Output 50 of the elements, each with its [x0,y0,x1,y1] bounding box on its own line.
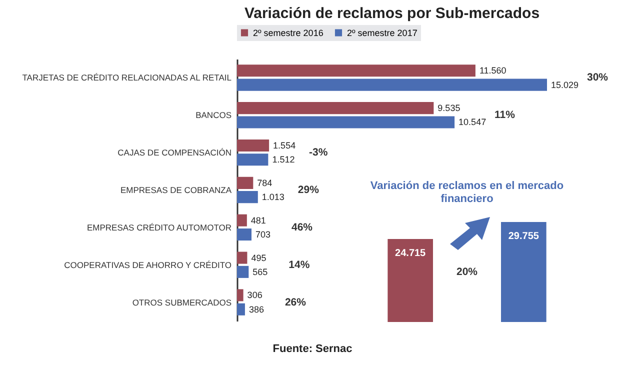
bar [237,252,248,264]
y-tick-label: COOPERATIVAS DE AHORRO Y CRÉDITO [64,260,232,270]
bar [237,214,247,226]
data-label: 481 [250,215,266,226]
legend-label: 2º semestre 2016 [253,28,324,38]
y-tick-label: EMPRESAS DE COBRANZA [120,185,232,195]
bar [237,154,268,166]
bar [237,266,249,278]
y-tick-label: TARJETAS DE CRÉDITO RELACIONADAS AL RETAIL [22,72,232,83]
data-label: 1.013 [262,192,284,202]
y-tick-label: CAJAS DE COMPENSACIÓN [118,148,232,158]
annotation: 26% [284,296,307,308]
data-label: 29.755 [508,231,540,242]
data-label: 703 [256,230,271,240]
data-label: 495 [251,252,266,263]
annotation: 20% [456,266,478,278]
chart-title: Variación de reclamos por Sub-mercados [244,5,540,22]
bar [237,176,254,189]
chart-title: Variación de reclamos en el mercado financiero [370,180,564,205]
y-tick-label: BANCOS [196,110,232,120]
data-label: 15.029 [551,80,579,90]
bar [237,78,547,91]
y-tick-label: EMPRESAS CRÉDITO AUTOMOTOR [86,222,232,232]
annotation: 11% [494,109,516,122]
data-label: 784 [257,178,272,188]
annotation: 29% [298,184,320,196]
data-label: 306 [247,290,262,300]
text: 30% [587,72,609,84]
bar [237,228,252,241]
bar [237,191,258,204]
data-label: 24.715 [395,248,426,259]
annotation: 14% [288,258,310,271]
data-label: 1.554 [273,140,296,150]
bar [237,303,245,316]
bar [237,289,244,302]
data-label: 565 [252,266,268,277]
data-label: 9.535 [438,103,460,114]
source-note: Fuente: Sernac [272,343,354,355]
bar [237,139,270,152]
y-tick-label: OTROS SUBMERCADOS [132,297,232,308]
annotation: -3% [309,146,328,159]
data-label: 386 [248,304,264,314]
legend-label: 2º semestre 2017 [347,28,418,38]
bar [237,64,476,77]
data-label: 1.512 [272,154,295,165]
bar [237,102,434,114]
data-label: 10.547 [458,117,486,128]
annotation: 46% [292,221,314,234]
bar [237,116,455,128]
data-label: 11.560 [479,66,506,76]
